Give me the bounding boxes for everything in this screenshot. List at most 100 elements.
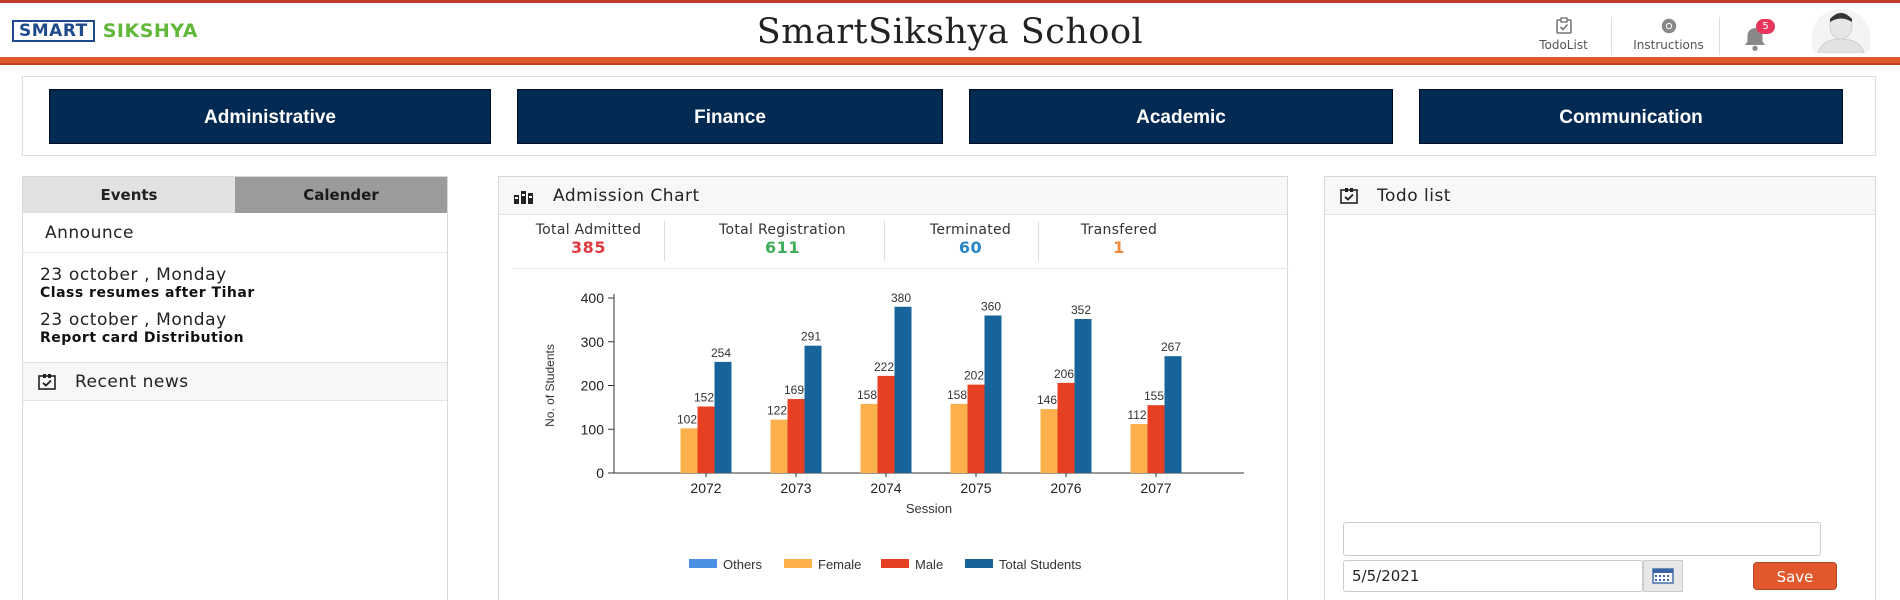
bar-male [787,399,805,473]
chrome-icon [1661,18,1676,34]
bar-value-label: 155 [1144,389,1164,403]
event-description: Report card Distribution [40,330,245,346]
admission-stats: Total Admitted 385 Total Registration 61… [513,221,1289,269]
bar-value-label: 291 [801,330,821,344]
stat-label: Terminated [929,222,1012,238]
bar-value-label: 112 [1127,408,1146,422]
bar-value-label: 152 [694,391,714,405]
events-panel: Events Calender Announce 23 october , Mo… [22,176,448,600]
administrative-button[interactable]: Administrative [49,89,491,144]
stat-label: Total Admitted [535,222,642,238]
announce-title: Announce [23,213,447,253]
bar-male [697,406,715,473]
logo-sikshya-text: SIKSHYA [102,20,198,42]
bar-male [1147,405,1165,473]
recent-news-title: Recent news [75,371,189,392]
bar-value-label: 146 [1037,393,1057,407]
bar-total-students [1074,319,1092,473]
bar-value-label: 102 [677,412,697,426]
event-item[interactable]: 23 october , Monday Class resumes after … [23,265,447,302]
header-accent-bar [0,57,1900,65]
notification-badge: 5 [1756,19,1775,34]
todo-text-input[interactable] [1343,522,1821,556]
bar-value-label: 254 [711,346,731,360]
header: SMART SIKSHYA SmartSikshya School TodoLi… [0,3,1900,57]
calendar-icon [1652,568,1674,584]
bar-value-label: 206 [1054,367,1074,381]
legend-label: Female [818,557,861,572]
admission-panel: Admission Chart Total Admitted 385 Total… [498,176,1289,600]
x-tick-label: 2072 [690,480,721,496]
stat-label: Transfered [1080,222,1158,238]
save-button[interactable]: Save [1753,562,1837,590]
bar-female [680,428,698,473]
bar-total-students [984,315,1002,473]
bar-total-students [714,361,732,473]
event-date: 23 october , Monday [40,310,227,330]
bar-female [770,419,788,473]
bar-female [860,403,878,473]
academic-button[interactable]: Academic [969,89,1393,144]
bar-value-label: 360 [981,300,1001,314]
bar-value-label: 169 [784,383,804,397]
bar-value-label: 380 [891,291,911,305]
todo-title: Todo list [1377,185,1451,206]
todo-date-input[interactable]: 5/5/2021 [1343,560,1643,592]
bar-value-label: 267 [1161,340,1181,354]
event-item[interactable]: 23 october , Monday Report card Distribu… [23,310,447,347]
bar-value-label: 122 [767,404,787,418]
finance-button[interactable]: Finance [517,89,943,144]
clipboard-check-icon [37,373,57,391]
y-tick-label: 100 [581,421,605,437]
legend-label: Total Students [999,557,1082,572]
instructions-label: Instructions [1633,38,1704,52]
legend-swatch [784,559,812,568]
y-axis-label: No. of Students [543,344,557,427]
events-tabs: Events Calender [23,177,447,213]
clipboard-check-icon [1555,17,1572,34]
stat-total-admitted: Total Admitted 385 [513,221,665,261]
legend-swatch [881,559,909,568]
instructions-button[interactable]: Instructions [1618,17,1720,55]
communication-button[interactable]: Communication [1419,89,1843,144]
stat-value: 385 [571,238,606,257]
admission-header: Admission Chart [499,177,1287,215]
y-tick-label: 0 [596,465,604,481]
stat-terminated: Terminated 60 [903,221,1039,261]
todo-panel: Todo list 5/5/2021 Save [1324,176,1876,600]
user-profile-icon [1812,9,1870,53]
bar-value-label: 158 [857,388,877,402]
stat-total-registration: Total Registration 611 [681,221,885,261]
clipboard-check-icon [1339,187,1359,205]
school-name: SmartSikshya School [756,12,1144,52]
calendar-picker-button[interactable] [1643,560,1683,592]
x-tick-label: 2076 [1050,480,1081,496]
legend-swatch [689,559,717,568]
x-axis-label: Session [906,501,952,516]
bar-value-label: 202 [964,369,984,383]
user-avatar[interactable] [1812,9,1870,53]
bar-male [967,384,985,473]
admission-title: Admission Chart [553,185,700,206]
notifications-button[interactable]: 5 [1738,19,1775,55]
x-tick-label: 2075 [960,480,991,496]
bar-female [950,403,968,473]
stat-value: 611 [765,238,800,257]
stat-transfered: Transfered 1 [1053,221,1185,261]
stat-value: 60 [958,238,983,257]
logo-smart-text: SMART [12,20,95,42]
recent-news-header: Recent news [23,363,447,401]
tab-events[interactable]: Events [23,177,235,213]
admission-bar-chart: 0 100 200 300 400 No. of Students 102 152 254 207… [543,290,1244,572]
y-tick-label: 200 [581,378,605,394]
top-accent-line [0,0,1900,3]
tab-calender[interactable]: Calender [235,177,447,213]
y-tick-label: 300 [581,334,605,350]
brand-logo[interactable]: SMART SIKSHYA [12,20,198,42]
event-list: 23 october , Monday Class resumes after … [23,253,447,363]
stat-label: Total Registration [719,222,846,238]
todolist-button[interactable]: TodoList [1516,17,1612,55]
stat-value: 1 [1113,238,1125,257]
legend-swatch [965,559,993,568]
bar-chart-icon [513,188,535,204]
